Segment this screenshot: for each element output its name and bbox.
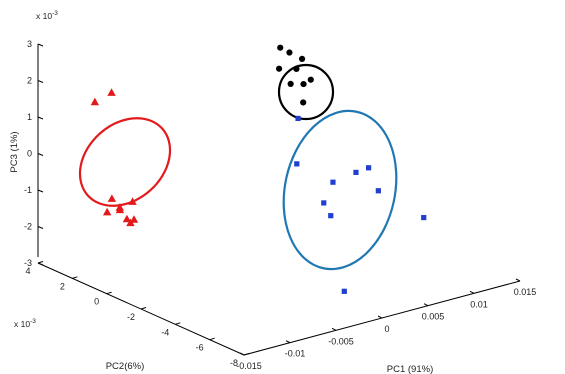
y-tick-label: 0 <box>94 297 99 307</box>
data-point-square <box>294 161 300 167</box>
y-tick-mark <box>209 337 215 341</box>
z-tick-mark <box>37 80 44 83</box>
data-point-square <box>341 288 347 294</box>
data-point-circle <box>300 80 307 88</box>
x-tick-mark <box>469 290 475 294</box>
x-tick-label: 0.01 <box>470 299 488 309</box>
data-point-square <box>421 214 427 221</box>
x-tick-label: 0.015 <box>514 287 537 297</box>
cluster-ellipse-black <box>277 63 335 121</box>
data-point-square <box>353 169 359 175</box>
data-point-triangle <box>122 214 132 223</box>
z-tick-label: 1 <box>27 112 32 122</box>
y-tick-label: -4 <box>161 327 169 337</box>
data-point-circle <box>286 49 293 56</box>
y-axis-label: PC2(6%) <box>106 361 145 372</box>
z-tick-label: -1 <box>24 185 32 195</box>
z-axis-multiplier-exponent: -3 <box>52 10 58 17</box>
y-axis-multiplier: x 10-3 <box>14 318 36 329</box>
x-tick-mark <box>331 327 337 331</box>
data-point-circle <box>298 55 306 63</box>
z-tick-label: 2 <box>27 76 32 86</box>
y-tick-mark <box>243 353 250 356</box>
z-axis-multiplier: x 10-3 <box>36 10 58 21</box>
y-tick-label: -8 <box>230 358 238 368</box>
z-tick-mark <box>37 153 44 156</box>
y-tick-mark <box>175 322 181 325</box>
data-point-triangle <box>115 205 125 214</box>
z-tick-label: -3 <box>24 258 32 268</box>
points-layer <box>90 44 427 294</box>
data-point-circle <box>287 80 294 87</box>
x-tick-mark <box>377 315 383 319</box>
z-axis-label: PC3 (1%) <box>9 131 20 172</box>
y-tick-mark <box>140 307 147 310</box>
x-axis-label: PC1 (91%) <box>387 364 433 374</box>
y-axis-multiplier-base: x 10 <box>14 319 30 329</box>
z-tick-mark <box>37 226 44 229</box>
y-tick-mark <box>106 291 112 295</box>
cluster-ellipse-red <box>78 117 172 207</box>
z-tick-label: 0 <box>27 149 32 159</box>
y-tick-mark <box>72 276 78 279</box>
cluster-ellipse-blue <box>282 109 398 271</box>
z-tick-label: 3 <box>27 39 32 49</box>
y-tick-label: -2 <box>127 312 135 322</box>
y-tick-mark <box>37 261 44 264</box>
x-tick-mark <box>285 340 291 344</box>
data-point-square <box>375 188 381 194</box>
x-tick-label: -0.015 <box>236 361 262 371</box>
x-tick-mark <box>423 303 429 307</box>
z-tick-label: -2 <box>24 222 32 232</box>
z-tick-mark <box>37 43 44 47</box>
data-point-square <box>295 115 301 122</box>
data-point-circle <box>275 65 283 72</box>
y-tick-label: -6 <box>196 343 204 353</box>
y-tick-label: 2 <box>60 281 65 291</box>
y-tick-label: 4 <box>25 266 30 276</box>
data-point-triangle <box>102 207 112 216</box>
z-tick-mark <box>37 189 44 193</box>
data-point-circle <box>277 44 284 51</box>
data-point-triangle <box>107 88 116 96</box>
x-tick-label: 0.005 <box>422 312 445 322</box>
data-point-triangle <box>128 197 137 205</box>
x-tick-label: -0.005 <box>328 336 354 346</box>
z-axis-multiplier-base: x 10 <box>36 11 52 21</box>
z-tick-mark <box>37 262 44 266</box>
data-point-triangle <box>107 194 117 202</box>
x-tick-label: -0.01 <box>285 349 306 359</box>
data-point-circle <box>293 65 300 73</box>
z-tick-mark <box>37 116 44 120</box>
data-point-square <box>321 200 327 206</box>
data-point-square <box>330 179 336 185</box>
data-point-square <box>328 213 334 219</box>
data-point-square <box>366 165 372 171</box>
tick-layer: -3 -2 -1 0 1 2 3 -8 -6 -4 -2 0 2 4 -0.015 -0.01 -0.005 0 0… <box>24 39 536 371</box>
x-tick-mark <box>515 278 521 282</box>
x-tick-label: 0 <box>384 324 389 334</box>
y-axis-multiplier-exponent: -3 <box>30 318 36 325</box>
x-tick-mark <box>239 352 245 356</box>
data-point-circle <box>307 76 314 83</box>
data-point-triangle <box>90 97 100 106</box>
data-point-circle <box>300 99 307 106</box>
data-point-triangle <box>129 215 139 223</box>
